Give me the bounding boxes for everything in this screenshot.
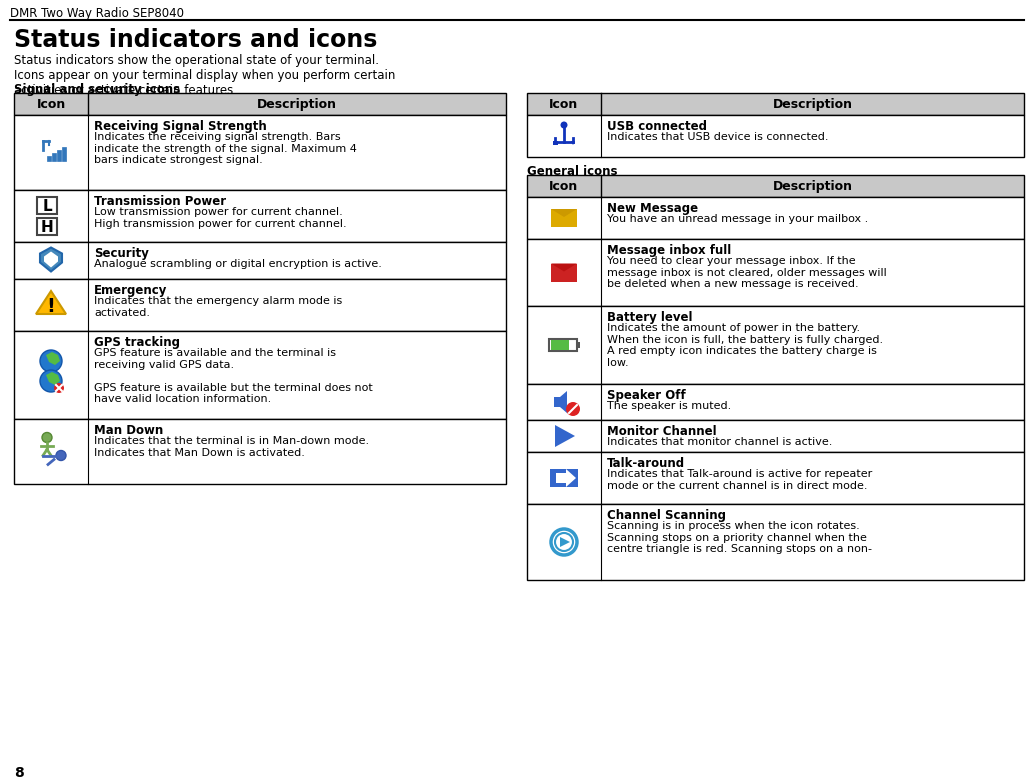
Text: Status indicators and icons: Status indicators and icons [14,28,377,52]
Text: Icon: Icon [549,180,579,193]
Bar [14,93,506,115]
Bar [14,115,506,190]
Text: H: H [40,220,54,235]
Text: Indicates that USB device is connected.: Indicates that USB device is connected. [607,132,828,142]
Bar [14,331,506,419]
Text: Transmission Power: Transmission Power [94,195,226,208]
Text: Indicates that monitor channel is active.: Indicates that monitor channel is active… [607,437,832,447]
Text: New Message: New Message [607,202,698,215]
Text: !: ! [47,297,56,316]
Bar [37,197,57,214]
Text: General icons: General icons [527,165,617,178]
Polygon shape [45,372,60,385]
Text: Man Down: Man Down [94,424,163,437]
Bar [551,209,577,227]
Text: Talk-around: Talk-around [607,457,686,470]
Text: Icon: Icon [36,98,65,111]
Text: Receiving Signal Strength: Receiving Signal Strength [94,120,267,133]
Polygon shape [560,537,570,547]
Polygon shape [36,291,66,314]
Text: You have an unread message in your mailbox .: You have an unread message in your mailb… [607,214,869,224]
Text: GPS feature is available and the terminal is
receiving valid GPS data.

GPS feat: GPS feature is available and the termina… [94,348,372,404]
Bar [14,242,506,279]
Polygon shape [45,352,60,365]
Bar [527,504,1024,580]
Bar [551,340,569,350]
Bar [551,264,577,282]
Text: Analogue scrambling or digital encryption is active.: Analogue scrambling or digital encryptio… [94,259,382,269]
Bar [527,93,1024,115]
Circle shape [555,533,573,551]
Bar [14,419,506,484]
Bar [14,279,506,331]
Bar [14,190,506,242]
Text: Monitor Channel: Monitor Channel [607,425,717,438]
Bar [47,155,51,161]
Polygon shape [555,425,575,447]
Polygon shape [551,264,577,271]
Text: Indicates that the terminal is in Man-down mode.
Indicates that Man Down is acti: Indicates that the terminal is in Man-do… [94,436,369,458]
Polygon shape [40,247,62,271]
Text: Description: Description [772,180,852,193]
Text: 8: 8 [14,766,24,780]
Text: Indicates that the emergency alarm mode is
activated.: Indicates that the emergency alarm mode … [94,296,342,317]
Text: Channel Scanning: Channel Scanning [607,509,726,522]
Circle shape [42,432,52,442]
Bar [37,218,57,235]
Bar [52,153,56,161]
Circle shape [551,529,577,555]
Text: Indicates the amount of power in the battery.
When the icon is full, the battery: Indicates the amount of power in the bat… [607,323,883,368]
Text: Scanning is in process when the icon rotates.
Scanning stops on a priority chann: Scanning is in process when the icon rot… [607,521,872,555]
Text: GPS tracking: GPS tracking [94,336,180,349]
Text: L: L [42,199,52,214]
Circle shape [54,383,64,393]
Text: Battery level: Battery level [607,311,693,324]
Bar [57,150,61,161]
Text: Signal and security icons: Signal and security icons [14,83,180,96]
Bar [527,306,1024,384]
Circle shape [56,451,66,460]
Bar [62,147,66,161]
Text: Security: Security [94,247,149,260]
Polygon shape [556,469,576,487]
Text: Speaker Off: Speaker Off [607,389,686,402]
Circle shape [566,402,580,416]
Text: Low transmission power for current channel.
High transmission power for current : Low transmission power for current chann… [94,207,346,229]
Bar [527,175,1024,197]
Circle shape [560,122,568,129]
Polygon shape [554,391,567,413]
Bar [527,384,1024,420]
Circle shape [40,370,62,392]
Bar [527,115,1024,157]
Text: Description: Description [772,98,852,111]
Bar [553,141,558,145]
Bar [527,420,1024,452]
Text: Emergency: Emergency [94,284,168,297]
Text: Indicates that Talk-around is active for repeater
mode or the current channel is: Indicates that Talk-around is active for… [607,469,873,491]
Text: Icon: Icon [549,98,579,111]
Text: Indicates the receiving signal strength. Bars
indicate the strength of the signa: Indicates the receiving signal strength.… [94,132,357,165]
Text: You need to clear your message inbox. If the
message inbox is not cleared, older: You need to clear your message inbox. If… [607,256,887,289]
Polygon shape [571,141,575,145]
Polygon shape [44,251,58,268]
Circle shape [40,350,62,372]
Text: DMR Two Way Radio SEP8040: DMR Two Way Radio SEP8040 [10,7,184,20]
Bar [527,197,1024,239]
Text: Status indicators show the operational state of your terminal.
Icons appear on y: Status indicators show the operational s… [14,54,395,97]
Text: Description: Description [257,98,337,111]
Bar [550,469,578,487]
Bar [549,339,577,351]
Text: The speaker is muted.: The speaker is muted. [607,401,731,411]
Bar [577,342,580,348]
Text: USB connected: USB connected [607,120,707,133]
Bar [527,239,1024,306]
Polygon shape [551,209,577,217]
Bar [527,452,1024,504]
Text: Message inbox full: Message inbox full [607,244,731,257]
